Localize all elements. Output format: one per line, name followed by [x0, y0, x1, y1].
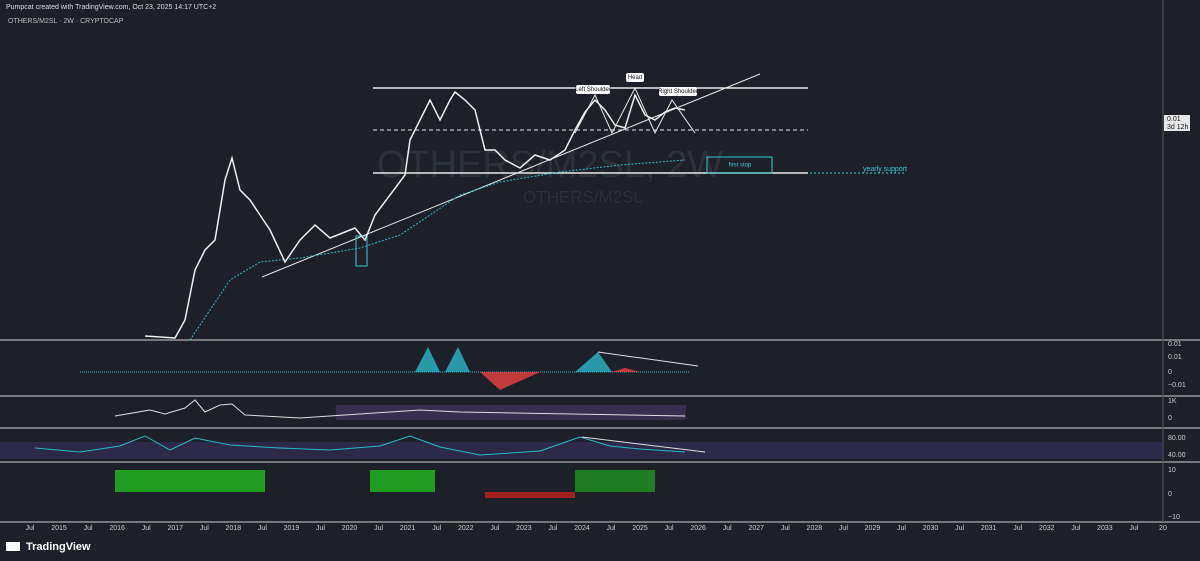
price	[144, 90, 686, 339]
watermark: OTHERS/M2SL, 2W	[377, 144, 723, 186]
time-label: 2023	[516, 525, 532, 532]
rsi-trendline	[581, 436, 706, 453]
time-label: Jul	[84, 525, 93, 532]
time-label: Jul	[432, 525, 441, 532]
first-stop-box	[706, 156, 773, 174]
head: Head	[628, 75, 642, 81]
time-label: 2022	[458, 525, 474, 532]
time-label: 2021	[400, 525, 416, 532]
right-shoulder: Right Shoulder	[658, 89, 698, 95]
osc-up	[370, 470, 435, 492]
scale-label: 0	[1168, 415, 1172, 422]
time-label: Jul	[607, 525, 616, 532]
time-label: 2029	[865, 525, 881, 532]
left-shoulder: Left Shoulder	[575, 87, 611, 93]
time-label: Jul	[548, 525, 557, 532]
time-label: Jul	[200, 525, 209, 532]
time-label: Jul	[1013, 525, 1022, 532]
yearly-support: yearly support	[863, 166, 907, 173]
label-bg	[659, 87, 697, 96]
time-label: Jul	[258, 525, 267, 532]
time-label: 2019	[284, 525, 300, 532]
time-label: 2016	[109, 525, 125, 532]
osc-down	[485, 492, 575, 498]
time-label: 2018	[226, 525, 242, 532]
time-label: 2015	[51, 525, 67, 532]
rsi-band	[0, 442, 1163, 459]
price-label: 0.01	[1167, 116, 1181, 123]
scale-label: −0.01	[1168, 382, 1186, 389]
scale-label: 80.00	[1168, 435, 1186, 442]
vol-line	[114, 399, 686, 419]
time-label: Jul	[142, 525, 151, 532]
time-label: 20	[1159, 525, 1167, 532]
time-label: 2026	[690, 525, 706, 532]
watermark-sub: OTHERS/M2SL	[523, 187, 643, 206]
credit: Pumpcat created with TradingView.com, Oc…	[6, 4, 216, 11]
macd-hist	[415, 347, 612, 372]
time-label: 2033	[1097, 525, 1113, 532]
brand: TradingView	[26, 541, 91, 553]
scale-label: 40.00	[1168, 452, 1186, 459]
moving-average	[189, 159, 686, 341]
time-label: Jul	[374, 525, 383, 532]
scale-label: 0.01	[1168, 354, 1182, 361]
time-label: 2025	[632, 525, 648, 532]
time-label: Jul	[1071, 525, 1080, 532]
time-label: Jul	[26, 525, 35, 532]
time-label: 2031	[981, 525, 997, 532]
osc-up	[115, 470, 265, 492]
symbol: OTHERS/M2SL · 2W · CRYPTOCAP	[8, 18, 124, 25]
pane-borders	[0, 0, 1200, 523]
time-label: 2030	[923, 525, 939, 532]
time-label: 2020	[342, 525, 358, 532]
brand-logo	[6, 542, 20, 551]
label-bg	[576, 85, 610, 94]
time-label: Jul	[839, 525, 848, 532]
scale-label: 0.01	[1168, 341, 1182, 348]
scale-label: 0	[1168, 491, 1172, 498]
time-label: 2032	[1039, 525, 1055, 532]
scale-label: −10	[1168, 514, 1180, 521]
time-label: 2017	[167, 525, 183, 532]
label-bg	[626, 73, 644, 82]
time-label: 2028	[807, 525, 823, 532]
scale-label: 1K	[1168, 398, 1177, 405]
time-label: Jul	[665, 525, 674, 532]
time-label: Jul	[490, 525, 499, 532]
rsi-line	[34, 435, 686, 456]
axes: 0.01 0.01 0 −0.01 1K 0 80.00 40.00 10 0 −10 Jul 2015…	[26, 341, 1186, 532]
trendline	[597, 351, 699, 367]
countdown: 3d 12h	[1167, 124, 1189, 131]
time-label: Jul	[1129, 525, 1138, 532]
scale-label: 10	[1168, 467, 1176, 474]
time-label: Jul	[897, 525, 906, 532]
time-label: Jul	[723, 525, 732, 532]
first-stop: first stop	[729, 163, 752, 169]
osc-up	[575, 470, 655, 492]
scale-label: 0	[1168, 369, 1172, 376]
time-label: Jul	[955, 525, 964, 532]
macd-hist-neg	[480, 368, 640, 390]
time-label: Jul	[781, 525, 790, 532]
time-label: 2027	[748, 525, 764, 532]
price-tag	[1164, 115, 1190, 131]
time-label: 2024	[574, 525, 590, 532]
time-label: Jul	[316, 525, 325, 532]
